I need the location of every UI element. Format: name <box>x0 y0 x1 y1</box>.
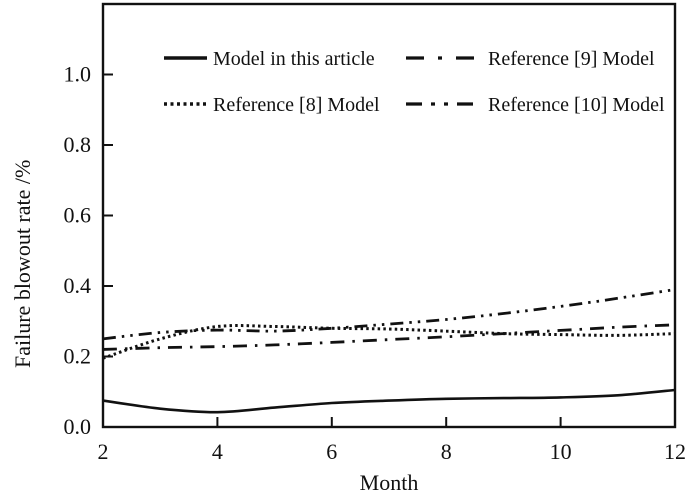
y-tick-label: 1.0 <box>64 62 92 87</box>
y-tick-label: 0.8 <box>64 132 92 157</box>
x-tick-label: 10 <box>550 439 572 464</box>
series-line-2 <box>102 324 676 360</box>
x-tick-label: 4 <box>212 439 223 464</box>
series-line-3 <box>102 323 676 351</box>
x-axis-title: Month <box>359 470 419 495</box>
series-line-1 <box>102 388 676 414</box>
y-tick-label: 0.4 <box>64 273 92 298</box>
plot-border <box>101 2 677 429</box>
legend-label-series-3: Reference [9] Model <box>488 48 655 70</box>
y-axis-title-text: Failure blowout rate /% <box>10 159 35 368</box>
legend-label-series-4: Reference [10] Model <box>488 94 665 116</box>
x-tick-label: 12 <box>664 439 685 464</box>
legend-label-series-2: Reference [8] Model <box>213 94 380 116</box>
x-tick-label: 8 <box>441 439 452 464</box>
legend-label-series-1: Model in this article <box>213 48 375 70</box>
y-tick-label: 0.2 <box>64 344 92 369</box>
series-line-4 <box>102 288 676 341</box>
x-tick-label: 6 <box>326 439 337 464</box>
x-tick-label: 2 <box>98 439 109 464</box>
y-tick-label: 0.0 <box>64 414 92 439</box>
y-tick-label: 0.6 <box>64 203 92 228</box>
